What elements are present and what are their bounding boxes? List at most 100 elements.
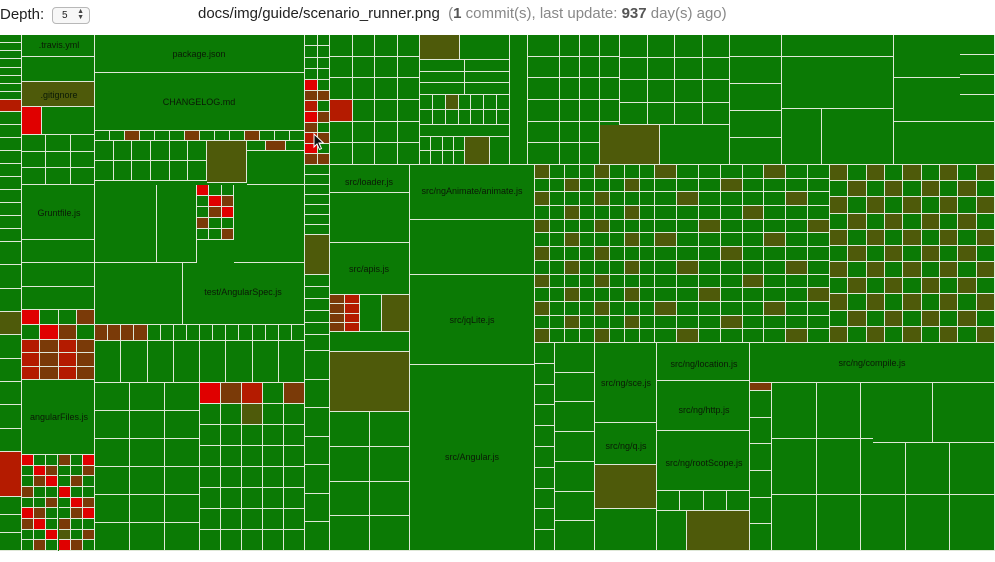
treemap-cell[interactable] xyxy=(866,262,885,279)
treemap-cell[interactable] xyxy=(345,304,360,314)
treemap-cell[interactable] xyxy=(535,467,555,489)
treemap-cell[interactable] xyxy=(458,110,472,125)
treemap-cell[interactable] xyxy=(903,213,922,230)
treemap-cell[interactable] xyxy=(726,491,750,511)
treemap-cell[interactable] xyxy=(565,219,580,234)
treemap-cell[interactable] xyxy=(720,219,743,234)
treemap-cell[interactable] xyxy=(22,168,47,185)
treemap-cell[interactable] xyxy=(110,131,125,141)
treemap-cell[interactable] xyxy=(370,412,410,447)
treemap-cell[interactable] xyxy=(535,447,555,468)
treemap-cell[interactable] xyxy=(95,325,109,341)
treemap-cell[interactable] xyxy=(676,315,699,330)
treemap-cell[interactable] xyxy=(750,444,772,471)
treemap-cell[interactable] xyxy=(675,102,703,125)
treemap-cell[interactable] xyxy=(305,493,330,523)
treemap-cell[interactable] xyxy=(580,192,595,207)
treemap-cell[interactable] xyxy=(764,219,787,234)
treemap-cell[interactable] xyxy=(903,294,922,311)
treemap-cell[interactable] xyxy=(676,178,699,193)
treemap-cell[interactable] xyxy=(885,213,904,230)
treemap-cell[interactable] xyxy=(330,313,345,323)
treemap-cell[interactable] xyxy=(742,165,765,179)
treemap-cell[interactable] xyxy=(528,143,560,165)
treemap-cell[interactable] xyxy=(70,487,83,498)
treemap-cell[interactable] xyxy=(958,197,977,214)
treemap-cell[interactable] xyxy=(535,363,555,385)
treemap-cell[interactable] xyxy=(550,192,565,207)
file-travis-yml[interactable] xyxy=(22,35,95,57)
treemap-cell[interactable] xyxy=(278,341,305,383)
treemap-cell[interactable] xyxy=(702,102,730,125)
treemap-cell[interactable] xyxy=(305,90,318,102)
treemap-cell[interactable] xyxy=(420,110,433,125)
treemap-cell[interactable] xyxy=(958,294,977,311)
treemap-cell[interactable] xyxy=(808,288,830,302)
treemap-cell[interactable] xyxy=(442,151,454,165)
treemap-cell[interactable] xyxy=(278,325,292,341)
treemap-cell[interactable] xyxy=(221,229,234,240)
treemap-cell[interactable] xyxy=(46,487,59,498)
treemap-cell[interactable] xyxy=(0,164,22,177)
treemap-cell[interactable] xyxy=(46,135,71,152)
treemap-cell[interactable] xyxy=(848,181,867,198)
treemap-cell[interactable] xyxy=(330,481,370,517)
treemap-cell[interactable] xyxy=(764,247,787,261)
treemap-cell[interactable] xyxy=(655,301,677,316)
treemap-cell[interactable] xyxy=(397,100,420,122)
treemap-cell[interactable] xyxy=(221,425,242,446)
treemap-cell[interactable] xyxy=(903,278,922,295)
treemap-cell[interactable] xyxy=(165,495,200,523)
treemap-cell[interactable] xyxy=(655,329,677,343)
treemap-cell[interactable] xyxy=(484,95,498,110)
treemap-cell[interactable] xyxy=(221,467,242,488)
treemap-cell[interactable] xyxy=(750,391,772,418)
treemap-cell[interactable] xyxy=(580,35,600,57)
treemap-cell[interactable] xyxy=(921,181,940,198)
treemap-cell[interactable] xyxy=(465,83,510,95)
treemap-cell[interactable] xyxy=(397,56,420,79)
treemap-cell[interactable] xyxy=(70,168,95,185)
treemap-cell[interactable] xyxy=(830,213,849,230)
treemap-cell[interactable] xyxy=(197,196,210,207)
treemap-cell[interactable] xyxy=(46,476,59,487)
treemap-cell[interactable] xyxy=(600,35,620,57)
treemap-cell[interactable] xyxy=(58,487,71,498)
treemap-cell[interactable] xyxy=(550,260,565,275)
treemap-cell[interactable] xyxy=(550,274,565,289)
treemap-cell[interactable] xyxy=(940,245,959,263)
treemap-cell[interactable] xyxy=(950,439,995,495)
treemap-cell[interactable] xyxy=(317,154,330,165)
treemap-cell[interactable] xyxy=(676,206,699,220)
treemap-cell[interactable] xyxy=(263,467,284,488)
treemap-cell[interactable] xyxy=(742,274,765,289)
treemap-cell[interactable] xyxy=(70,508,83,519)
treemap-cell[interactable] xyxy=(625,233,640,248)
treemap-cell[interactable] xyxy=(22,263,95,287)
treemap-cell[interactable] xyxy=(772,383,817,439)
treemap-cell[interactable] xyxy=(848,326,867,343)
treemap-cell[interactable] xyxy=(764,233,787,248)
treemap-cell[interactable] xyxy=(848,278,867,295)
treemap-cell[interactable] xyxy=(730,138,782,165)
treemap-cell[interactable] xyxy=(822,109,894,165)
treemap-cell[interactable] xyxy=(200,425,221,446)
treemap-cell[interactable] xyxy=(22,508,35,519)
treemap-cell[interactable] xyxy=(0,67,22,76)
treemap-cell[interactable] xyxy=(95,263,183,325)
treemap-cell[interactable] xyxy=(484,110,498,125)
treemap-cell[interactable] xyxy=(730,57,782,84)
treemap-cell[interactable] xyxy=(885,165,904,182)
treemap-cell[interactable] xyxy=(490,137,510,165)
treemap-cell[interactable] xyxy=(764,301,787,316)
treemap-cell[interactable] xyxy=(885,229,904,246)
treemap-cell[interactable] xyxy=(197,218,210,229)
treemap-cell[interactable] xyxy=(130,439,165,467)
treemap-cell[interactable] xyxy=(209,229,222,240)
treemap-cell[interactable] xyxy=(70,497,83,509)
treemap-cell[interactable] xyxy=(535,315,550,330)
treemap-cell[interactable] xyxy=(305,225,330,235)
treemap-cell[interactable] xyxy=(764,192,787,207)
treemap-cell[interactable] xyxy=(610,260,625,275)
treemap-cell[interactable] xyxy=(0,83,22,92)
